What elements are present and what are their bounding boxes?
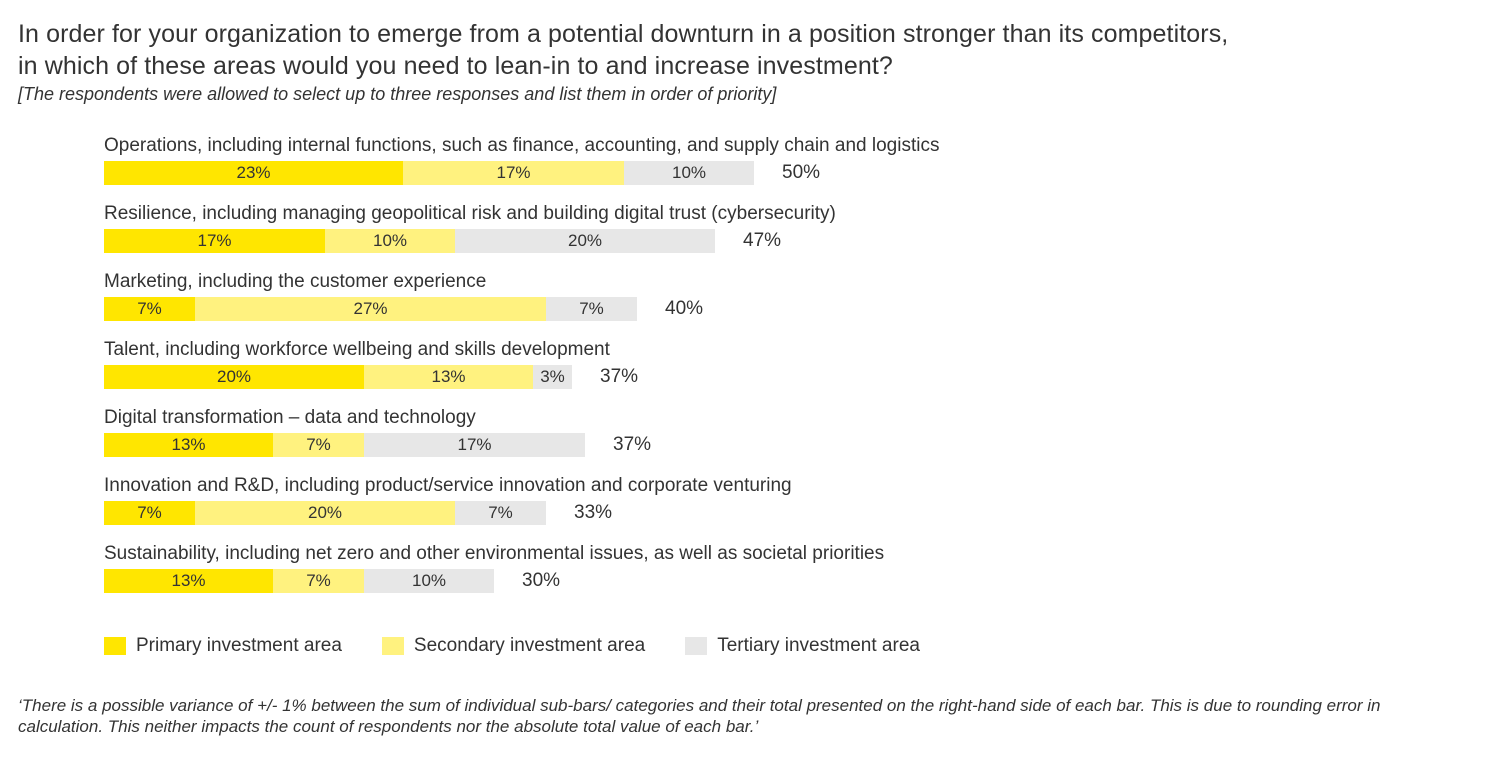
- bar: 20%13%3% 37%: [104, 365, 1433, 389]
- bar: 13%7%10% 30%: [104, 569, 1433, 593]
- row-label: Operations, including internal functions…: [104, 135, 1433, 157]
- row-label: Marketing, including the customer experi…: [104, 271, 1433, 293]
- bar-segment-tertiary: 10%: [364, 569, 494, 593]
- chart-row: Resilience, including managing geopoliti…: [104, 203, 1433, 253]
- bar-segment-primary: 23%: [104, 161, 403, 185]
- bar-segment-primary: 20%: [104, 365, 364, 389]
- row-total: 37%: [600, 366, 638, 388]
- row-label: Talent, including workforce wellbeing an…: [104, 339, 1433, 361]
- bar-segment-primary: 13%: [104, 569, 273, 593]
- bar-segment-tertiary: 7%: [455, 501, 546, 525]
- chart-title-line1: In order for your organization to emerge…: [18, 20, 1228, 48]
- chart-row: Innovation and R&D, including product/se…: [104, 475, 1433, 525]
- bar-segment-secondary: 20%: [195, 501, 455, 525]
- chart-legend: Primary investment area Secondary invest…: [18, 635, 1473, 657]
- legend-item-secondary: Secondary investment area: [382, 635, 645, 657]
- bar: 23%17%10% 50%: [104, 161, 1433, 185]
- bar: 17%10%20% 47%: [104, 229, 1433, 253]
- bar: 7%20%7% 33%: [104, 501, 1433, 525]
- bar-segment-secondary: 27%: [195, 297, 546, 321]
- bar-segment-tertiary: 20%: [455, 229, 715, 253]
- chart-title: In order for your organization to emerge…: [18, 18, 1473, 82]
- bar-segment-primary: 17%: [104, 229, 325, 253]
- chart-row: Talent, including workforce wellbeing an…: [104, 339, 1433, 389]
- chart-subtitle: [The respondents were allowed to select …: [18, 84, 1473, 105]
- bar-segment-primary: 13%: [104, 433, 273, 457]
- bar-segment-tertiary: 17%: [364, 433, 585, 457]
- row-total: 37%: [613, 434, 651, 456]
- row-total: 47%: [743, 230, 781, 252]
- legend-label-tertiary: Tertiary investment area: [717, 635, 920, 657]
- bar-segment-primary: 7%: [104, 297, 195, 321]
- legend-item-tertiary: Tertiary investment area: [685, 635, 920, 657]
- bar-segment-tertiary: 10%: [624, 161, 754, 185]
- bar-segment-secondary: 7%: [273, 569, 364, 593]
- stacked-bar-chart: Operations, including internal functions…: [18, 135, 1473, 593]
- row-total: 40%: [665, 298, 703, 320]
- bar: 13%7%17% 37%: [104, 433, 1433, 457]
- bar-segment-secondary: 17%: [403, 161, 624, 185]
- bar: 7%27%7% 40%: [104, 297, 1433, 321]
- legend-label-primary: Primary investment area: [136, 635, 342, 657]
- bar-segment-tertiary: 3%: [533, 365, 572, 389]
- row-label: Sustainability, including net zero and o…: [104, 543, 1433, 565]
- bar-segment-tertiary: 7%: [546, 297, 637, 321]
- chart-footnote: ‘There is a possible variance of +/- 1% …: [18, 695, 1473, 738]
- row-label: Digital transformation – data and techno…: [104, 407, 1433, 429]
- row-total: 33%: [574, 502, 612, 524]
- chart-title-line2: in which of these areas would you need t…: [18, 52, 893, 80]
- legend-swatch-primary: [104, 637, 126, 655]
- legend-swatch-secondary: [382, 637, 404, 655]
- bar-segment-secondary: 10%: [325, 229, 455, 253]
- row-total: 50%: [782, 162, 820, 184]
- chart-row: Digital transformation – data and techno…: [104, 407, 1433, 457]
- bar-segment-secondary: 13%: [364, 365, 533, 389]
- bar-segment-primary: 7%: [104, 501, 195, 525]
- row-label: Resilience, including managing geopoliti…: [104, 203, 1433, 225]
- row-total: 30%: [522, 570, 560, 592]
- legend-label-secondary: Secondary investment area: [414, 635, 645, 657]
- chart-row: Operations, including internal functions…: [104, 135, 1433, 185]
- chart-row: Sustainability, including net zero and o…: [104, 543, 1433, 593]
- legend-item-primary: Primary investment area: [104, 635, 342, 657]
- legend-swatch-tertiary: [685, 637, 707, 655]
- bar-segment-secondary: 7%: [273, 433, 364, 457]
- chart-row: Marketing, including the customer experi…: [104, 271, 1433, 321]
- row-label: Innovation and R&D, including product/se…: [104, 475, 1433, 497]
